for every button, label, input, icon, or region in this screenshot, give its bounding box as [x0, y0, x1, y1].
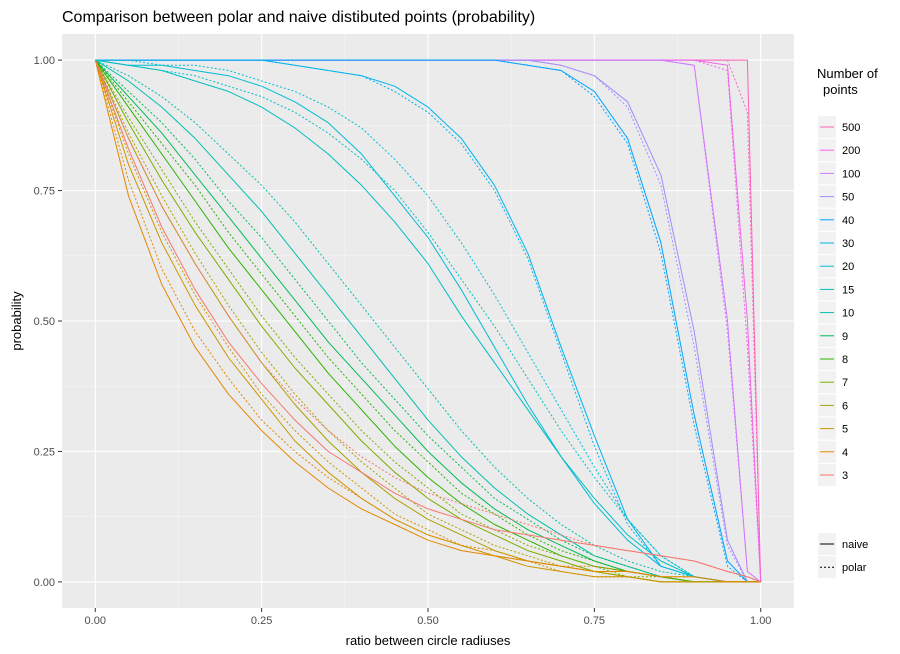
- x-axis-title: ratio between circle radiuses: [346, 633, 511, 648]
- series-line-9-polar: [94, 59, 761, 583]
- y-tick-label: 0.00: [34, 577, 55, 589]
- series-line-5-polar: [94, 59, 761, 583]
- legend-label-500: 500: [842, 122, 860, 134]
- y-tick-label: 0.75: [34, 186, 55, 198]
- series-lines: [94, 59, 762, 583]
- x-tick-label: 0.75: [584, 615, 605, 627]
- legend-title-line-1: Number of: [817, 66, 878, 81]
- chart-title: Comparison between polar and naive disti…: [62, 9, 535, 26]
- legend-key-bg: [818, 556, 836, 579]
- legend-label-polar: polar: [842, 562, 867, 574]
- legend-label-15: 15: [842, 284, 854, 296]
- series-line-20-naive: [95, 59, 761, 583]
- series-line-4-polar: [94, 59, 761, 583]
- series-line-10-polar: [95, 59, 761, 583]
- x-tick-label: 0.25: [251, 615, 272, 627]
- legend-label-30: 30: [842, 238, 854, 250]
- legend-label-3: 3: [842, 470, 848, 482]
- legend-label-9: 9: [842, 331, 848, 343]
- legend-label-6: 6: [842, 400, 848, 412]
- legend-label-50: 50: [842, 192, 854, 204]
- legend-color-keys: 500 200 100 50 40 30 20 15 10 9 8 7 6 5 4 3: [818, 116, 860, 486]
- legend-label-40: 40: [842, 215, 854, 227]
- legend-label-100: 100: [842, 168, 860, 180]
- series-line-6-polar: [94, 59, 761, 583]
- legend-label-20: 20: [842, 261, 854, 273]
- x-tick-label: 1.00: [750, 615, 771, 627]
- legend-title-line-2: points: [823, 82, 858, 97]
- series-line-15-polar: [95, 59, 761, 583]
- series-line-15-naive: [95, 59, 761, 583]
- legend-linetype-keys: naive polar: [818, 533, 868, 579]
- legend-label-10: 10: [842, 308, 854, 320]
- x-tick-label: 0.00: [85, 615, 106, 627]
- series-line-3-polar: [94, 59, 761, 583]
- legend-label-naive: naive: [842, 539, 868, 551]
- y-tick-label: 0.25: [34, 446, 55, 458]
- y-axis-title: probability: [9, 291, 24, 351]
- y-tick-label: 1.00: [34, 55, 55, 67]
- legend-label-8: 8: [842, 354, 848, 366]
- legend-label-7: 7: [842, 377, 848, 389]
- x-tick-label: 0.50: [417, 615, 438, 627]
- legend-label-5: 5: [842, 424, 848, 436]
- axis-ticks: 0.00 0.25 0.50 0.75 1.00 0.00 0.25 0.50 0.75 1.00: [34, 55, 772, 627]
- legend-label-200: 200: [842, 145, 860, 157]
- series-line-3-naive: [94, 59, 761, 583]
- series-line-4-naive: [94, 59, 761, 583]
- series-line-8-polar: [94, 59, 761, 583]
- legend: Number of points 500 200 100 50 40 30 20 15 10 9 8…: [817, 66, 878, 579]
- legend-label-4: 4: [842, 447, 848, 459]
- series-line-20-polar: [95, 59, 761, 583]
- series-line-8-naive: [94, 59, 761, 583]
- y-tick-label: 0.50: [34, 316, 55, 328]
